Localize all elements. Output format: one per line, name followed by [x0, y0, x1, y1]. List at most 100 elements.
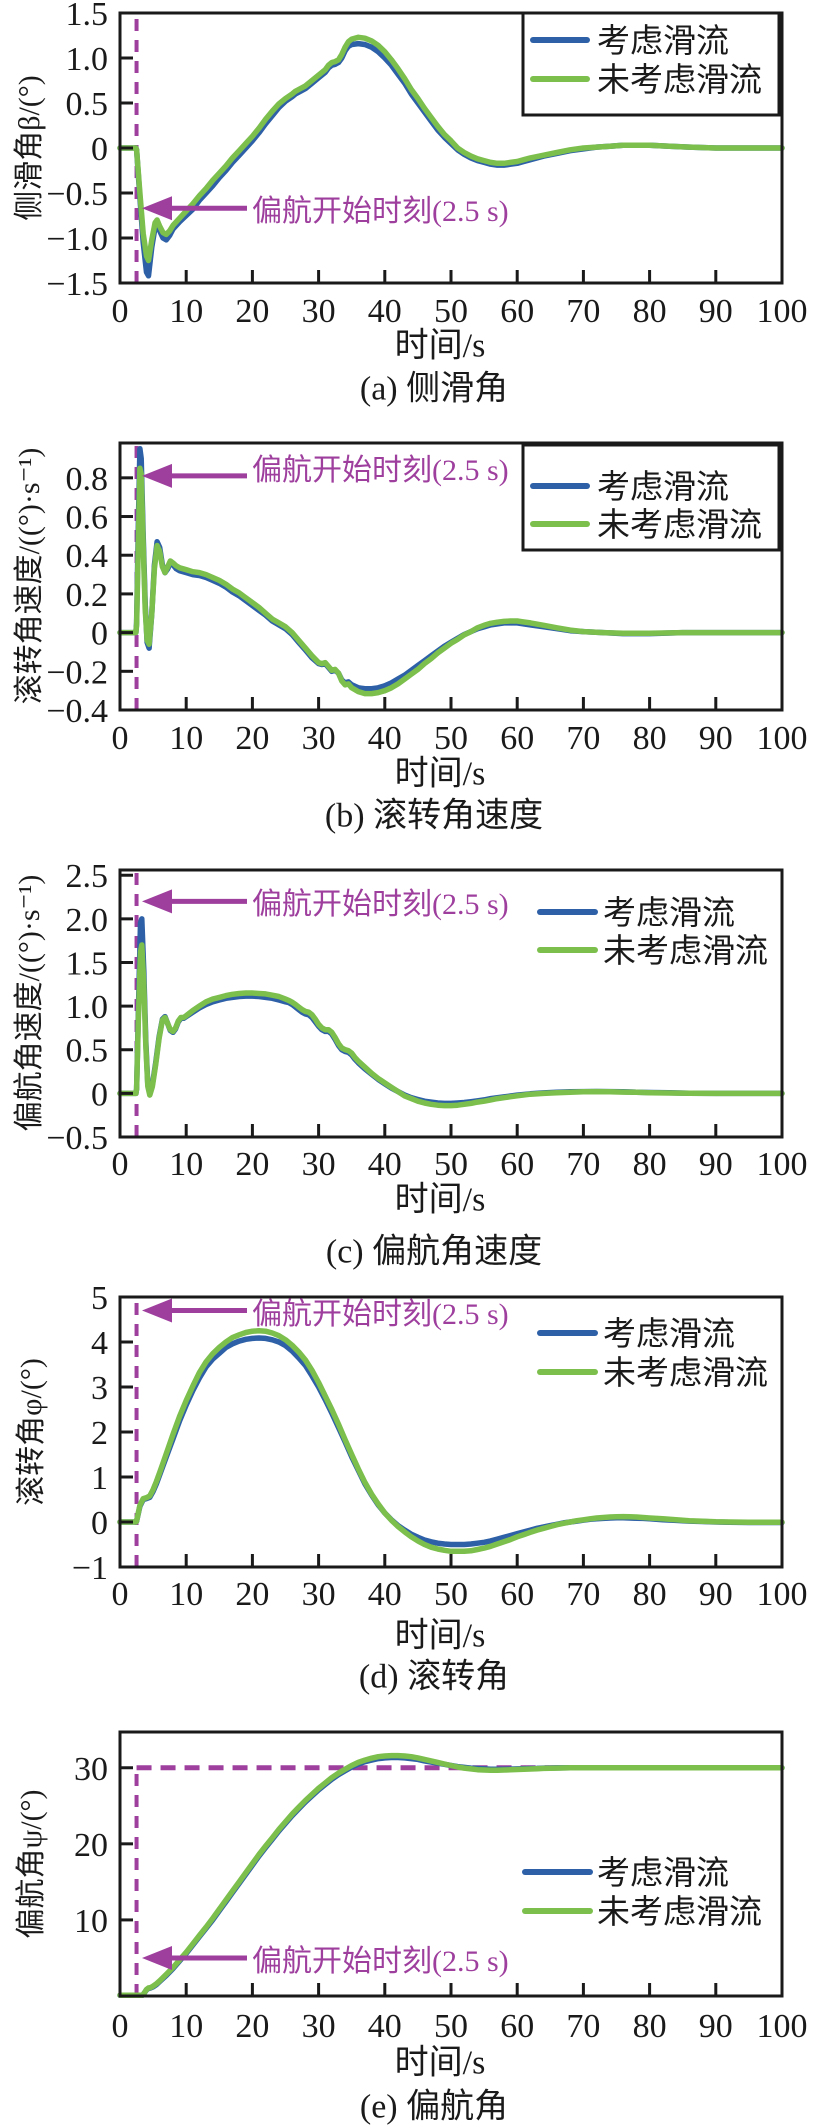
y-tick-label: 0.8: [66, 461, 109, 498]
x-tick-label: 70: [566, 2008, 600, 2045]
annotation-yaw-start-e: 偏航开始时刻(2.5 s): [252, 1945, 509, 1978]
y-tick-label: −1: [72, 1550, 108, 1587]
x-tick-label: 30: [302, 1146, 336, 1183]
y-tick-label: 0: [91, 1076, 108, 1113]
annotation-arrowhead: [142, 196, 172, 221]
x-tick-label: 30: [302, 1576, 336, 1613]
x-tick-label: 20: [235, 720, 269, 757]
y-tick-label: 10: [74, 1903, 108, 1940]
annotation-yaw-start-a: 偏航开始时刻(2.5 s): [252, 195, 509, 228]
y-tick-label: 0: [91, 131, 108, 168]
series-line-without-slipstream: [117, 465, 785, 697]
y-tick-label: 1.0: [66, 41, 109, 78]
y-tick-label: 1: [91, 1460, 108, 1497]
legend-label: 未考虑滑流: [597, 507, 762, 544]
legend-label: 未考虑滑流: [603, 1355, 768, 1392]
caption-sideslip-angle: (a) 侧滑角: [359, 370, 509, 408]
x-tick-label: 90: [699, 2008, 733, 2045]
y-tick-label: 0.6: [66, 500, 109, 537]
x-axis-label-time: 时间/s: [394, 2044, 486, 2082]
x-tick-label: 50: [434, 1146, 468, 1183]
x-tick-label: 70: [566, 1146, 600, 1183]
x-tick-label: 90: [699, 293, 733, 330]
y-tick-label: −0.4: [46, 693, 108, 730]
series-line-without-slipstream: [117, 34, 785, 264]
legend-label: 考虑滑流: [597, 23, 729, 60]
legend-label: 未考虑滑流: [603, 933, 768, 970]
y-tick-label: −0.2: [46, 654, 108, 691]
x-axis-label-time: 时间/s: [394, 327, 486, 365]
legend-box: [521, 11, 781, 117]
x-tick-label: 50: [434, 293, 468, 330]
x-tick-label: 80: [633, 1576, 667, 1613]
y-tick-label: 1.5: [66, 945, 109, 982]
series-line-without-slipstream: [117, 1752, 785, 1998]
y-tick-label: 0.5: [66, 1033, 109, 1070]
y-axis-label-roll-angle: 滚转角φ/(°): [15, 1358, 48, 1506]
x-tick-label: 50: [434, 1576, 468, 1613]
chart-a: 0 10 20 30 40 50 60 70 80 90 100 1.5 1.0 0.5 0 −0.5 −1.0…: [46, 0, 807, 330]
legend-label: 未考虑滑流: [597, 62, 762, 99]
annotation-arrowhead: [142, 463, 172, 488]
x-tick-label: 20: [235, 2008, 269, 2045]
annotation-yaw-start-b: 偏航开始时刻(2.5 s): [252, 454, 509, 487]
y-tick-label: 3: [91, 1370, 108, 1407]
x-tick-label: 70: [566, 293, 600, 330]
x-tick-label: 10: [169, 1146, 203, 1183]
x-tick-label: 100: [757, 1576, 808, 1613]
x-tick-label: 40: [368, 720, 402, 757]
y-tick-label: 1.5: [66, 0, 109, 33]
x-tick-label: 100: [757, 1146, 808, 1183]
y-axis-label-sideslip: 侧滑角β/(°): [13, 75, 46, 221]
x-tick-label: 20: [235, 293, 269, 330]
x-tick-label: 80: [633, 720, 667, 757]
chart-b: 0 10 20 30 40 50 60 70 80 90 1000.80.60.40.20−0.2−…: [46, 441, 808, 757]
x-tick-label: 80: [633, 293, 667, 330]
x-tick-label: 10: [169, 293, 203, 330]
x-tick-label: 0: [112, 1576, 129, 1613]
x-tick-label: 30: [302, 293, 336, 330]
y-tick-label: −1.0: [46, 221, 108, 258]
y-axis-label-yaw-angle: 偏航角ψ/(°): [15, 1789, 48, 1939]
x-axis-label-time: 时间/s: [394, 755, 486, 793]
annotation-arrowhead: [142, 1298, 172, 1323]
y-tick-label: 0: [91, 616, 108, 653]
legend-label: 未考虑滑流: [597, 1894, 762, 1931]
x-tick-label: 0: [112, 2008, 129, 2045]
x-tick-label: 10: [169, 1576, 203, 1613]
x-tick-label: 100: [757, 293, 808, 330]
x-tick-label: 100: [757, 720, 808, 757]
x-tick-label: 50: [434, 720, 468, 757]
x-tick-label: 70: [566, 1576, 600, 1613]
y-tick-label: 4: [91, 1325, 108, 1362]
x-tick-label: 80: [633, 2008, 667, 2045]
x-tick-label: 0: [112, 1146, 129, 1183]
y-tick-label: 0: [91, 1505, 108, 1542]
x-tick-label: 80: [633, 1146, 667, 1183]
y-tick-label: 20: [74, 1827, 108, 1864]
series-line-without-slipstream: [117, 1328, 785, 1555]
y-tick-label: 0.4: [66, 538, 109, 575]
x-tick-label: 10: [169, 2008, 203, 2045]
chart-c: 0 10 20 30 40 50 60 70 80 90 1002.52.01.51.00.50−0…: [46, 858, 807, 1183]
x-tick-label: 100: [757, 2008, 808, 2045]
y-tick-label: 1.0: [66, 989, 109, 1026]
x-tick-label: 30: [302, 720, 336, 757]
y-tick-label: −1.5: [46, 266, 108, 303]
x-tick-label: 90: [699, 1146, 733, 1183]
x-tick-label: 20: [235, 1146, 269, 1183]
x-tick-label: 60: [500, 293, 534, 330]
x-tick-label: 60: [500, 720, 534, 757]
y-tick-label: 30: [74, 1751, 108, 1788]
x-tick-label: 90: [699, 1576, 733, 1613]
x-tick-label: 60: [500, 1146, 534, 1183]
y-tick-label: −0.5: [46, 1120, 108, 1157]
caption-yaw-rate: (c) 偏航角速度: [325, 1233, 543, 1271]
annotation-arrowhead: [142, 889, 172, 914]
x-tick-label: 50: [434, 2008, 468, 2045]
x-tick-label: 70: [566, 720, 600, 757]
x-tick-label: 40: [368, 1146, 402, 1183]
